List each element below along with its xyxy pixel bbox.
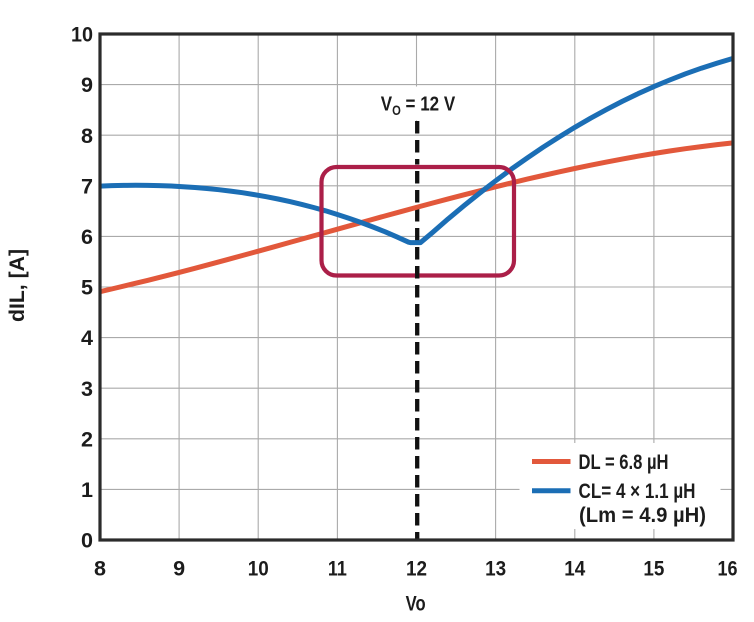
svg-text:4: 4	[81, 327, 93, 350]
svg-text:9: 9	[81, 74, 93, 97]
svg-text:7: 7	[81, 175, 93, 198]
svg-text:16: 16	[718, 557, 738, 580]
svg-text:VO = 12 V: VO = 12 V	[381, 93, 456, 119]
svg-text:12: 12	[406, 557, 427, 580]
svg-text:8: 8	[94, 557, 106, 580]
svg-text:9: 9	[173, 557, 185, 580]
svg-text:(Lm = 4.9 µH): (Lm = 4.9 µH)	[579, 504, 706, 527]
svg-text:8: 8	[81, 125, 93, 148]
svg-text:Vo: Vo	[406, 593, 426, 616]
svg-text:CL= 4 × 1.1 µH: CL= 4 × 1.1 µH	[579, 480, 696, 503]
svg-text:3: 3	[81, 378, 93, 401]
svg-text:10: 10	[248, 557, 269, 580]
svg-text:dIL, [A]: dIL, [A]	[6, 249, 29, 322]
svg-text:1: 1	[81, 479, 93, 502]
svg-text:15: 15	[643, 557, 664, 580]
svg-text:10: 10	[71, 24, 93, 47]
svg-text:0: 0	[81, 530, 93, 553]
svg-text:DL = 6.8 µH: DL = 6.8 µH	[579, 451, 669, 474]
svg-text:13: 13	[485, 557, 506, 580]
svg-text:5: 5	[81, 277, 93, 300]
svg-text:14: 14	[564, 557, 585, 580]
svg-text:11: 11	[328, 557, 347, 580]
svg-text:2: 2	[81, 428, 93, 451]
svg-text:6: 6	[81, 226, 93, 249]
